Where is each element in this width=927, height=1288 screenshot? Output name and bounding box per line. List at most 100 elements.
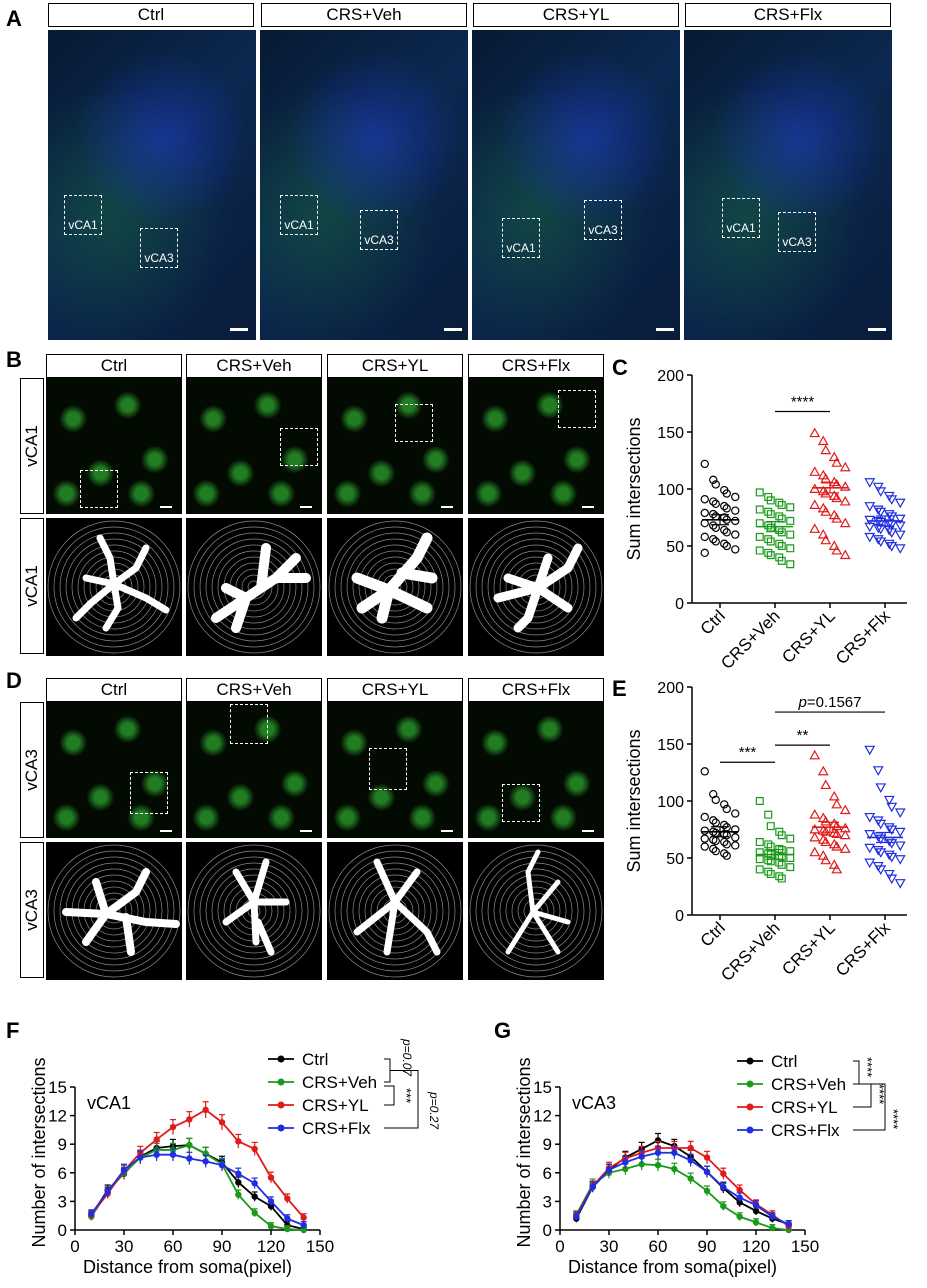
data-point — [764, 521, 773, 530]
data-point — [775, 498, 784, 507]
sholl-ring — [193, 850, 315, 972]
data-point — [864, 745, 876, 756]
significance-label: **** — [886, 1109, 901, 1129]
data-point — [722, 851, 731, 860]
sholl-ring — [53, 526, 175, 648]
legend-marker — [277, 1124, 285, 1132]
data-point — [300, 1226, 307, 1234]
data-point — [864, 532, 876, 543]
y-tick-label: 50 — [666, 539, 684, 556]
data-point — [786, 516, 795, 525]
data-point — [589, 1183, 596, 1191]
x-tick-label: CRS+YL — [778, 918, 839, 979]
data-point — [786, 834, 795, 843]
sholl-ring — [469, 520, 603, 654]
scale-bar — [444, 328, 462, 331]
data-point — [769, 1213, 776, 1220]
data-point — [104, 1188, 111, 1196]
data-point — [831, 513, 843, 523]
y-axis-label: Number of intersections — [515, 1057, 534, 1247]
data-point — [736, 1213, 743, 1220]
data-point — [894, 530, 906, 541]
series-line — [575, 1147, 790, 1227]
sholl-ring — [328, 844, 462, 978]
data-point — [622, 1165, 629, 1173]
data-point — [883, 510, 895, 520]
y-tick-label: 0 — [543, 1221, 552, 1240]
data-point — [777, 860, 786, 869]
data-point — [700, 834, 709, 843]
legend-marker — [746, 1080, 754, 1088]
header-b-crs-flx: CRS+Flx — [468, 354, 604, 378]
roi-label: vCA1 — [726, 221, 756, 235]
data-point — [731, 492, 740, 502]
data-point — [186, 1141, 193, 1149]
row-label-text: vCA1 — [22, 565, 41, 607]
panel-label-b: B — [6, 347, 22, 372]
sholl-ring — [340, 532, 450, 642]
y-tick-label: 50 — [666, 851, 684, 868]
data-point — [775, 872, 784, 881]
data-point — [777, 542, 786, 550]
x-tick-label: 30 — [115, 1237, 134, 1256]
data-point — [883, 526, 895, 536]
data-point — [137, 1154, 144, 1161]
data-point — [786, 854, 795, 862]
roi-box — [395, 404, 433, 442]
sholl-ring — [370, 886, 420, 936]
y-axis-label: Number of intersections — [30, 1057, 49, 1247]
region-label: vCA1 — [87, 1093, 131, 1113]
data-point — [711, 480, 720, 489]
sholl-ring — [47, 844, 181, 978]
roi-vca3: vCA3 — [140, 228, 178, 268]
data-point — [764, 867, 773, 876]
x-tick-label: 90 — [698, 1237, 717, 1256]
data-point — [700, 812, 709, 822]
y-tick-label: 15 — [48, 1078, 67, 1097]
panel-label-c: C — [612, 355, 628, 380]
sholl-ring — [71, 544, 157, 630]
legend-marker — [277, 1101, 285, 1109]
data-point — [875, 537, 887, 548]
data-point — [883, 539, 895, 550]
data-point — [764, 535, 773, 544]
roi-vca3: vCA3 — [360, 210, 398, 250]
data-point — [755, 532, 764, 541]
y-tick-label: 6 — [58, 1164, 67, 1183]
data-point — [731, 516, 740, 526]
x-tick-label: 0 — [70, 1237, 79, 1256]
data-point — [722, 541, 731, 551]
data-point — [766, 496, 775, 505]
data-point — [722, 804, 731, 814]
sholl-ring — [493, 868, 579, 954]
data-point — [817, 435, 829, 446]
data-point — [235, 1179, 242, 1186]
data-point — [731, 809, 740, 818]
data-point — [654, 1149, 662, 1156]
data-point — [755, 519, 764, 528]
header-d-ctrl: Ctrl — [46, 678, 182, 702]
data-point — [894, 841, 906, 852]
data-point — [839, 495, 851, 506]
data-point — [831, 457, 843, 467]
data-point — [872, 523, 884, 534]
legend-label: CRS+Flx — [302, 1119, 371, 1138]
data-point — [820, 836, 832, 847]
x-axis-label: Distance from soma(pixel) — [83, 1257, 292, 1277]
data-point — [731, 506, 740, 515]
roi-box — [80, 470, 118, 508]
data-point — [720, 800, 729, 809]
roi-vca3: vCA3 — [584, 200, 622, 240]
sholl-ring — [511, 886, 561, 936]
y-tick-label: 12 — [48, 1107, 67, 1126]
row-label-b-top: vCA1 — [20, 378, 44, 514]
y-tick-label: 0 — [675, 596, 684, 613]
data-point — [700, 842, 709, 851]
roi-vca3: vCA3 — [778, 212, 816, 252]
data-point — [711, 795, 720, 805]
y-axis-label: Sum intersections — [624, 729, 644, 872]
data-point — [775, 526, 784, 535]
data-point — [864, 843, 876, 854]
data-point — [711, 499, 720, 509]
header-d-crs-veh: CRS+Veh — [186, 678, 322, 702]
